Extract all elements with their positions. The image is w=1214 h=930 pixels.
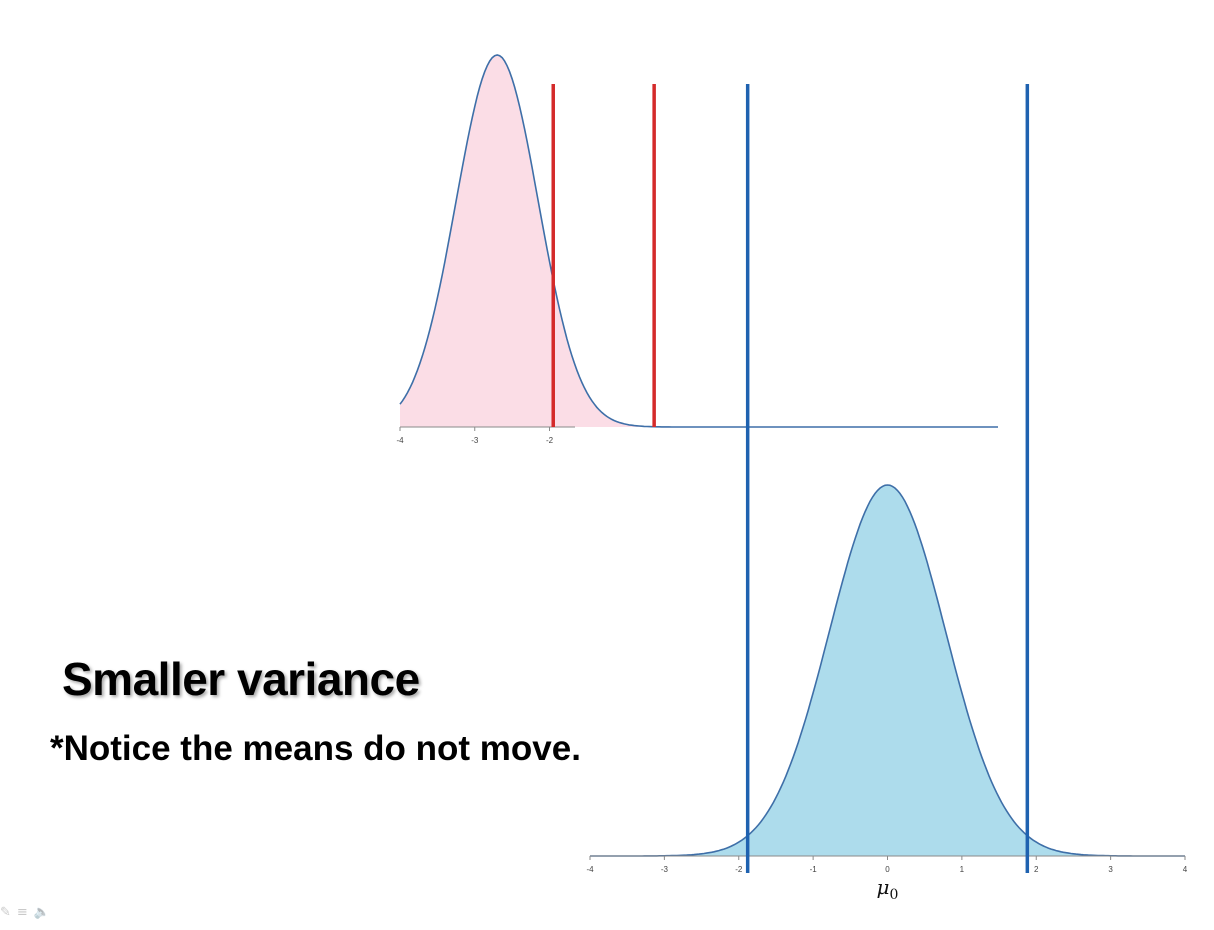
pen-icon[interactable]: ✎ <box>0 904 11 920</box>
alternative-curve <box>399 54 998 428</box>
alternative-tick-label: -3 <box>471 436 479 445</box>
null-tick-label: 1 <box>960 865 965 874</box>
alternative-fill-area <box>400 55 998 427</box>
null-mean-label: μ0 <box>877 875 899 903</box>
alternative-tick-label: -2 <box>546 436 554 445</box>
menu-icon[interactable]: ≡ <box>16 904 28 920</box>
null-tick-label: 3 <box>1108 865 1113 874</box>
null-tick-label: 2 <box>1034 865 1039 874</box>
slide-title: Smaller variance <box>62 653 420 705</box>
null-curve <box>590 484 1185 857</box>
null-tick-label: -4 <box>586 865 594 874</box>
null-fill-area <box>590 485 1185 856</box>
speaker-icon[interactable]: 🔈 <box>33 904 50 920</box>
alternative-tick-label: -4 <box>396 436 404 445</box>
null-tick-label: -2 <box>735 865 743 874</box>
null-tick-label: -3 <box>661 865 669 874</box>
null-tick-label: -1 <box>810 865 818 874</box>
null-tick-label: 0 <box>885 865 890 874</box>
null-tick-label: 4 <box>1183 865 1188 874</box>
slide-controls: ✎ ≡ 🔈 <box>0 902 80 922</box>
slide-note: *Notice the means do not move. <box>50 729 581 768</box>
